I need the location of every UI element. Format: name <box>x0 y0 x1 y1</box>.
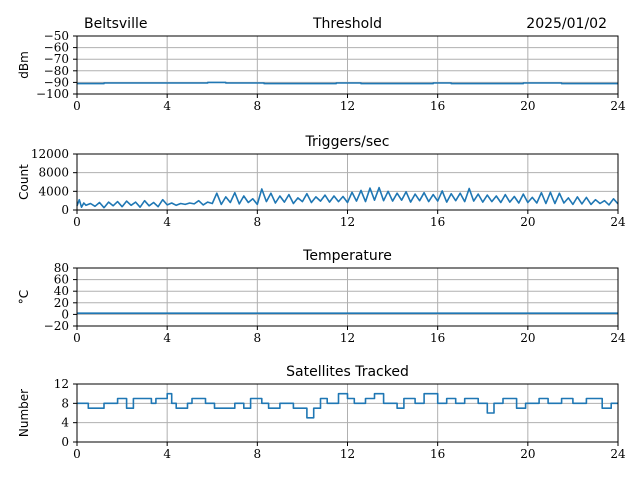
x-tick-label: 0 <box>73 99 81 113</box>
data-line-0 <box>76 186 619 209</box>
y-tick-label: 60 <box>54 273 69 287</box>
y-tick-label: 4 <box>61 416 69 430</box>
x-tick-label: 20 <box>520 331 535 345</box>
y-tick-label: 80 <box>54 261 69 275</box>
x-tick-label: 8 <box>254 215 262 229</box>
x-tick-label: 12 <box>340 447 355 461</box>
chart-title: Satellites Tracked <box>286 364 409 380</box>
y-tick-label: −80 <box>44 64 69 78</box>
x-tick-label: 0 <box>73 447 81 461</box>
y-tick-label: 8 <box>61 396 69 410</box>
chart-title: Temperature <box>302 248 392 264</box>
y-tick-label: 12 <box>54 377 69 391</box>
y-axis-label: Number <box>17 389 31 437</box>
x-tick-label: 12 <box>340 99 355 113</box>
chart-title: Threshold <box>312 16 382 32</box>
x-tick-label: 16 <box>430 215 445 229</box>
y-tick-label: 8000 <box>38 166 69 180</box>
y-tick-label: 20 <box>54 296 69 310</box>
x-tick-label: 8 <box>254 99 262 113</box>
y-tick-label: 40 <box>54 284 69 298</box>
y-tick-label: 0 <box>61 435 69 449</box>
x-tick-label: 4 <box>163 215 171 229</box>
x-tick-label: 12 <box>340 331 355 345</box>
y-axis-label: Count <box>17 164 31 200</box>
y-tick-label: −100 <box>36 87 69 101</box>
station-name: Beltsville <box>84 16 147 32</box>
x-tick-label: 8 <box>254 331 262 345</box>
x-tick-label: 0 <box>73 215 81 229</box>
y-tick-label: −70 <box>44 52 69 66</box>
x-tick-label: 24 <box>610 447 626 461</box>
x-tick-label: 16 <box>430 331 445 345</box>
chart-title: Triggers/sec <box>305 134 390 150</box>
chart-panel-1: 0 4 8 12 16 20 24 0 4000 8000 12000 Triggers/sec Cou… <box>17 134 626 229</box>
y-tick-label: −50 <box>44 29 69 43</box>
x-tick-label: 4 <box>163 447 171 461</box>
y-tick-label: 0 <box>61 203 69 217</box>
data-line-0 <box>77 81 618 85</box>
x-tick-label: 4 <box>163 99 171 113</box>
y-tick-label: 12000 <box>31 147 69 161</box>
y-tick-label: 0 <box>61 307 69 321</box>
x-tick-label: 16 <box>430 447 445 461</box>
x-tick-label: 16 <box>430 99 445 113</box>
y-axis-label: dBm <box>17 51 31 79</box>
x-tick-label: 20 <box>520 447 535 461</box>
data-line-0 <box>77 392 618 419</box>
x-tick-label: 24 <box>610 99 626 113</box>
chart-panel-3: 0 4 8 12 16 20 24 0 4 8 12 Satellites Tracked Number <box>17 364 626 461</box>
y-tick-label: 4000 <box>38 184 69 198</box>
x-tick-label: 20 <box>520 99 535 113</box>
y-axis-label: °C <box>17 290 31 304</box>
y-tick-label: −90 <box>44 75 69 89</box>
x-tick-label: 0 <box>73 331 81 345</box>
x-tick-label: 20 <box>520 215 535 229</box>
x-tick-label: 24 <box>610 331 626 345</box>
x-tick-label: 4 <box>163 331 171 345</box>
x-tick-label: 8 <box>254 447 262 461</box>
y-tick-label: −20 <box>44 319 69 333</box>
chart-panels: 0 4 8 12 16 20 24 −100−90−80−70−60−50 Threshold d… <box>17 16 626 461</box>
chart-panel-0: 0 4 8 12 16 20 24 −100−90−80−70−60−50 Threshold d… <box>17 16 626 113</box>
y-tick-label: −60 <box>44 41 69 55</box>
x-tick-label: 12 <box>340 215 355 229</box>
x-tick-label: 24 <box>610 215 626 229</box>
report-date: 2025/01/02 <box>526 16 607 32</box>
